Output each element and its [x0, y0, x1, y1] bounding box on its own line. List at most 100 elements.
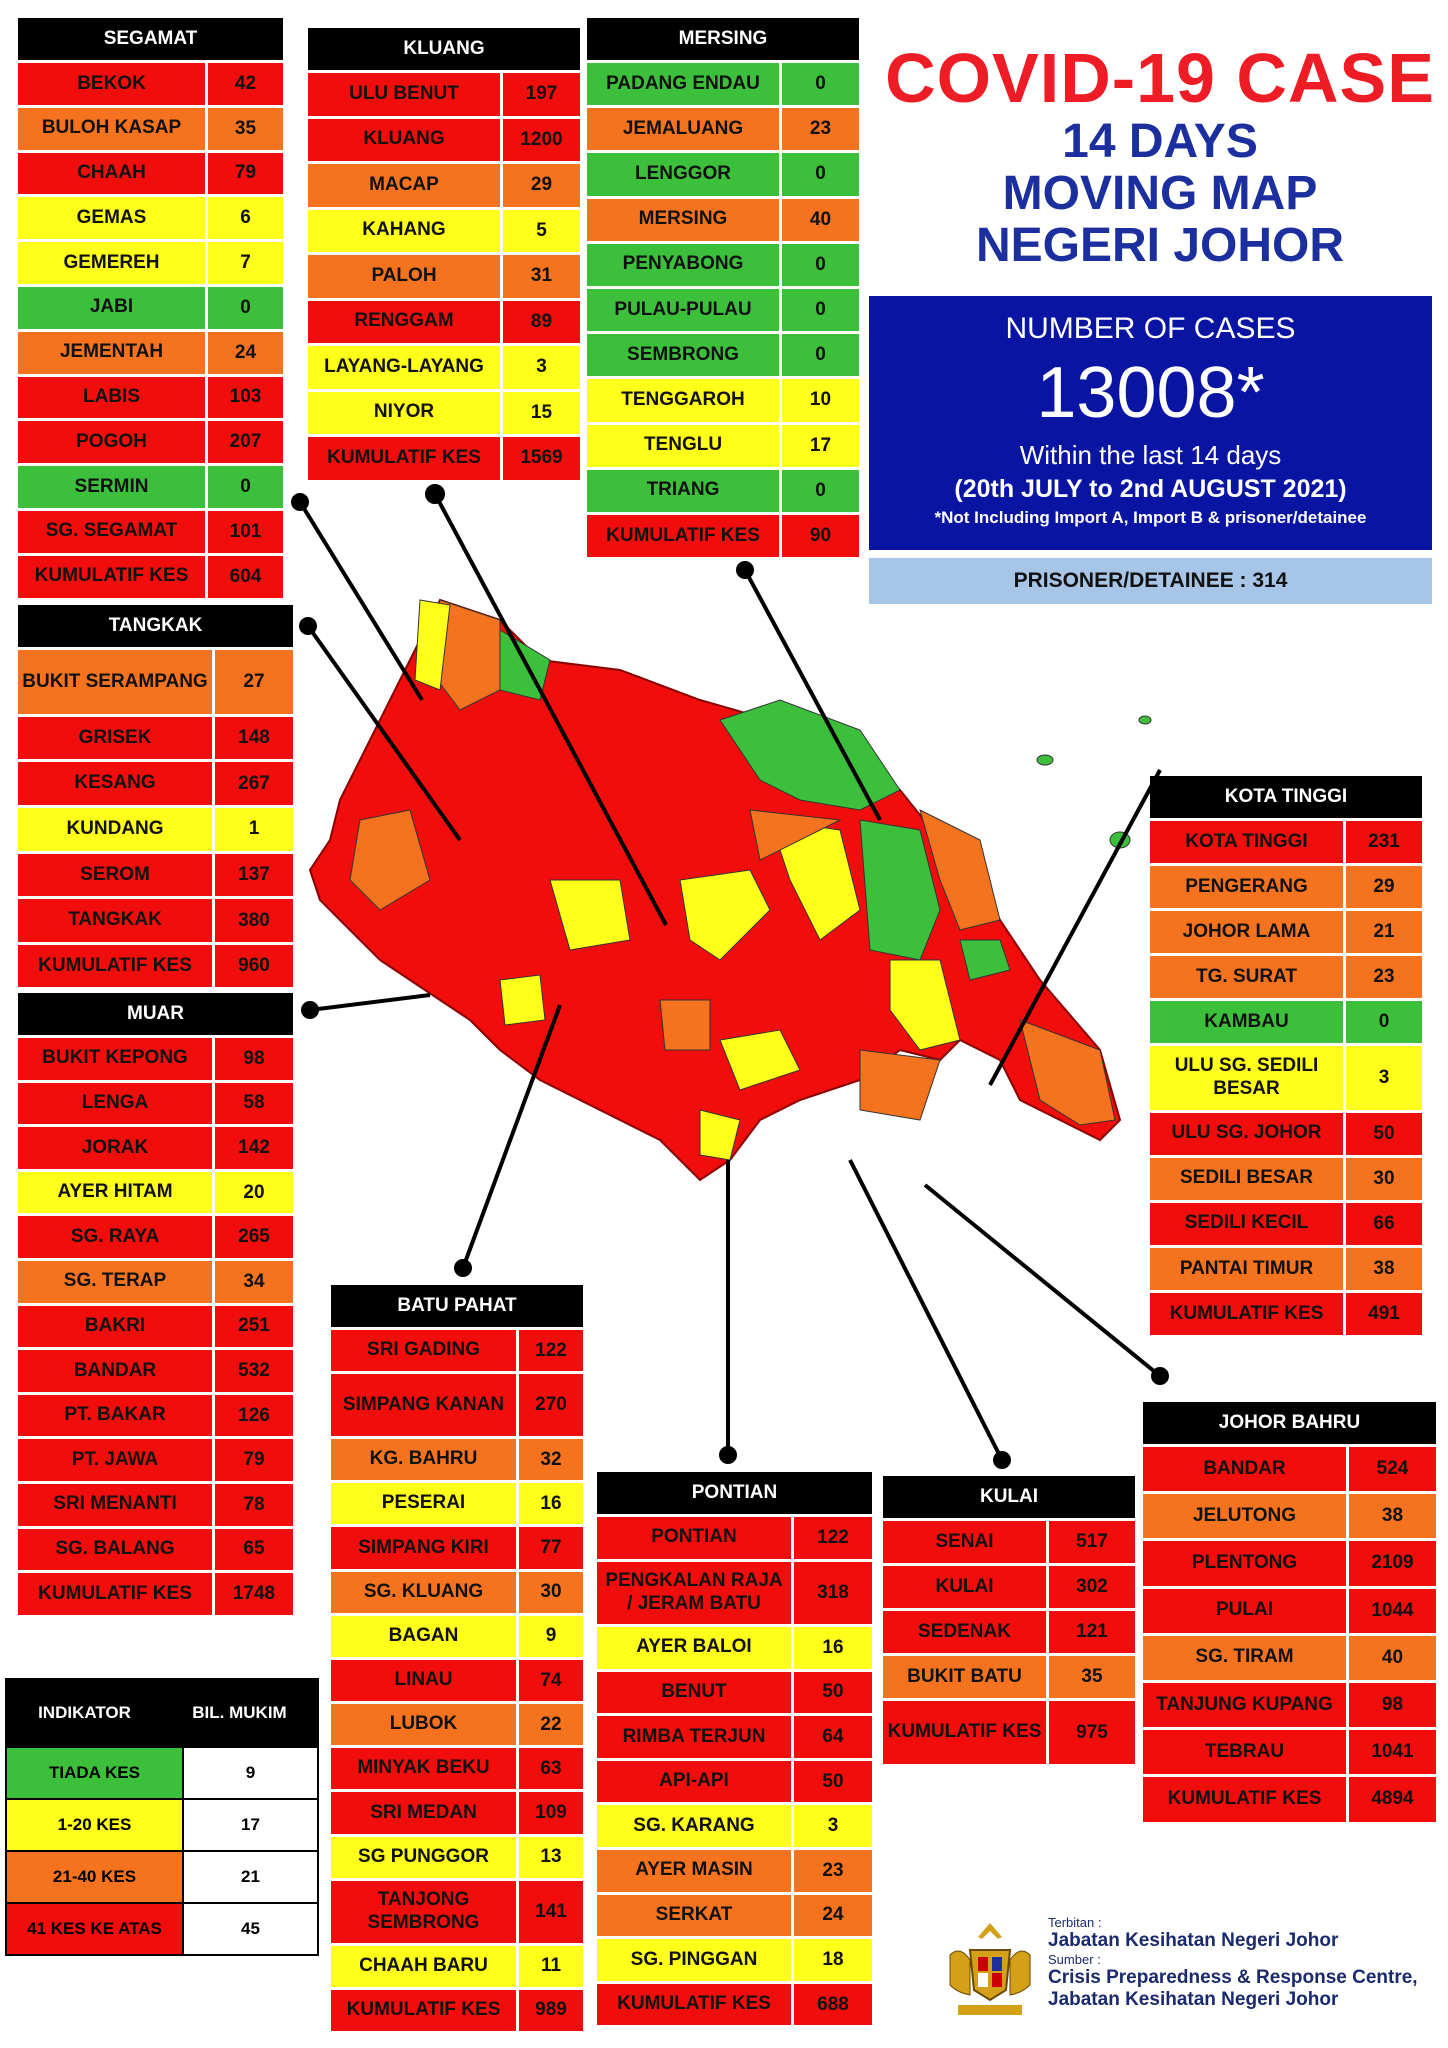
mukim-name: TG. SURAT: [1150, 956, 1343, 999]
mukim-cases: 0: [205, 466, 283, 508]
mukim-cases: 98: [1346, 1682, 1436, 1728]
mukim-row: BEKOK 42: [18, 60, 283, 105]
mukim-cases: 380: [212, 899, 293, 942]
mukim-cases: 109: [516, 1792, 583, 1834]
mukim-cases: 101: [205, 510, 283, 553]
mukim-name: KUMULATIF KES: [18, 944, 212, 988]
mukim-name: JELUTONG: [1143, 1494, 1346, 1539]
mukim-cases: 10: [779, 379, 859, 422]
mukim-name: KAMBAU: [1150, 1001, 1343, 1044]
mukim-name: KAHANG: [308, 209, 500, 252]
mukim-name: KUMULATIF KES: [308, 437, 500, 480]
mukim-name: PULAI: [1143, 1588, 1346, 1633]
mukim-name: RIMBA TERJUN: [597, 1716, 791, 1758]
mukim-name: BUKIT BATU: [883, 1656, 1046, 1698]
legend-label: 41 KES KE ATAS: [7, 1904, 184, 1954]
legend-count: 21: [184, 1852, 317, 1902]
mukim-name: CHAAH: [18, 152, 205, 195]
mukim-row: SG. RAYA 265: [18, 1213, 293, 1258]
mukim-cases: 267: [212, 762, 293, 806]
mukim-cases: 270: [516, 1374, 583, 1436]
mukim-cases: 1: [212, 808, 293, 851]
mukim-cases: 66: [1343, 1202, 1422, 1245]
mukim-row: MINYAK BEKU 63: [331, 1745, 583, 1790]
district-table-pontian: PONTIAN PONTIAN 122 PENGKALAN RAJA / JERAM …: [597, 1472, 872, 2026]
mukim-cases: 491: [1343, 1292, 1422, 1336]
mukim-row: SG. PINGGAN 18: [597, 1936, 872, 1981]
mukim-name: BANDAR: [18, 1350, 212, 1392]
mukim-row: RIMBA TERJUN 64: [597, 1713, 872, 1758]
mukim-row: SG. TIRAM 40: [1143, 1632, 1436, 1680]
mukim-cases: 42: [205, 63, 283, 105]
mukim-row: KUMULATIF KES 491: [1150, 1289, 1422, 1336]
mukim-cases: 23: [1343, 956, 1422, 999]
mukim-name: LAYANG-LAYANG: [308, 346, 500, 389]
connector-dot: [736, 561, 754, 579]
footer-publisher: Jabatan Kesihatan Negeri Johor: [1048, 1930, 1339, 1951]
district-header: KLUANG: [308, 28, 580, 70]
mukim-row: KUMULATIF KES 90: [587, 511, 859, 558]
mukim-name: CHAAH BARU: [331, 1945, 516, 1987]
district-header: KOTA TINGGI: [1150, 776, 1422, 818]
mukim-name: KG. BAHRU: [331, 1438, 516, 1481]
mukim-row: PENYABONG 0: [587, 240, 859, 286]
legend-header: INDIKATOR BIL. MUKIM: [7, 1680, 317, 1746]
mukim-cases: 121: [1046, 1611, 1135, 1653]
connector-kluang: [433, 493, 668, 926]
map-region-kambau-green: [959, 939, 1011, 981]
mukim-name: ULU SG. SEDILI BESAR: [1150, 1046, 1343, 1110]
mukim-name: ULU SG. JOHOR: [1150, 1112, 1343, 1155]
mukim-name: JEMALUANG: [587, 108, 779, 151]
mukim-cases: 532: [212, 1350, 293, 1392]
mukim-name: KUMULATIF KES: [1143, 1777, 1346, 1822]
mukim-name: SG. KLUANG: [331, 1571, 516, 1613]
mukim-cases: 5: [500, 209, 580, 252]
mukim-name: SG PUNGGOR: [331, 1836, 516, 1878]
cases-dates: (20th JULY to 2nd AUGUST 2021): [954, 475, 1347, 503]
mukim-name: TENGLU: [587, 424, 779, 467]
legend-row: 21-40 KES 21: [7, 1850, 317, 1902]
mukim-cases: 688: [791, 1983, 872, 2026]
district-header: KULAI: [883, 1476, 1135, 1518]
mukim-row: KAHANG 5: [308, 206, 580, 252]
mukim-name: MACAP: [308, 164, 500, 207]
mukim-cases: 126: [212, 1394, 293, 1437]
mukim-name: PADANG ENDAU: [587, 63, 779, 106]
mukim-name: GEMAS: [18, 197, 205, 240]
legend-count: 17: [184, 1800, 317, 1850]
mukim-cases: 0: [779, 63, 859, 106]
mukim-row: GEMEREH 7: [18, 239, 283, 284]
mukim-name: PENYABONG: [587, 243, 779, 286]
map-region-lenggor-green: [859, 819, 941, 961]
mukim-cases: 0: [779, 469, 859, 512]
mukim-cases: 2109: [1346, 1541, 1436, 1586]
mukim-name: BUKIT KEPONG: [18, 1038, 212, 1080]
mukim-cases: 16: [516, 1483, 583, 1525]
mukim-row: SRI MENANTI 78: [18, 1480, 293, 1526]
mukim-cases: 38: [1346, 1494, 1436, 1539]
mukim-row: GEMAS 6: [18, 194, 283, 240]
mukim-cases: 31: [500, 255, 580, 298]
mukim-row: KUMULATIF KES 4894: [1143, 1774, 1436, 1822]
mukim-row: KAMBAU 0: [1150, 998, 1422, 1044]
mukim-cases: 40: [1346, 1635, 1436, 1680]
map-region-mersing-green: [719, 699, 901, 811]
mukim-name: KUMULATIF KES: [1150, 1292, 1343, 1336]
mukim-cases: 11: [516, 1945, 583, 1987]
district-header: MUAR: [18, 993, 293, 1035]
mukim-name: SG. BALANG: [18, 1528, 212, 1571]
mukim-row: LINAU 74: [331, 1656, 583, 1702]
legend-count: 9: [184, 1748, 317, 1798]
mukim-name: KUMULATIF KES: [18, 555, 205, 598]
mukim-row: BENUT 50: [597, 1668, 872, 1714]
case-summary-box: NUMBER OF CASES 13008* Within the last 1…: [869, 296, 1432, 550]
mukim-name: KUMULATIF KES: [587, 514, 779, 558]
mukim-cases: 63: [516, 1748, 583, 1790]
mukim-cases: 22: [516, 1704, 583, 1746]
title-line-3: MOVING MAP: [1002, 167, 1318, 220]
mukim-row: KUMULATIF KES 960: [18, 941, 293, 988]
mukim-cases: 32: [516, 1438, 583, 1481]
mukim-name: PONTIAN: [597, 1517, 791, 1559]
mukim-row: TRIANG 0: [587, 466, 859, 512]
mukim-name: KUMULATIF KES: [883, 1701, 1046, 1764]
